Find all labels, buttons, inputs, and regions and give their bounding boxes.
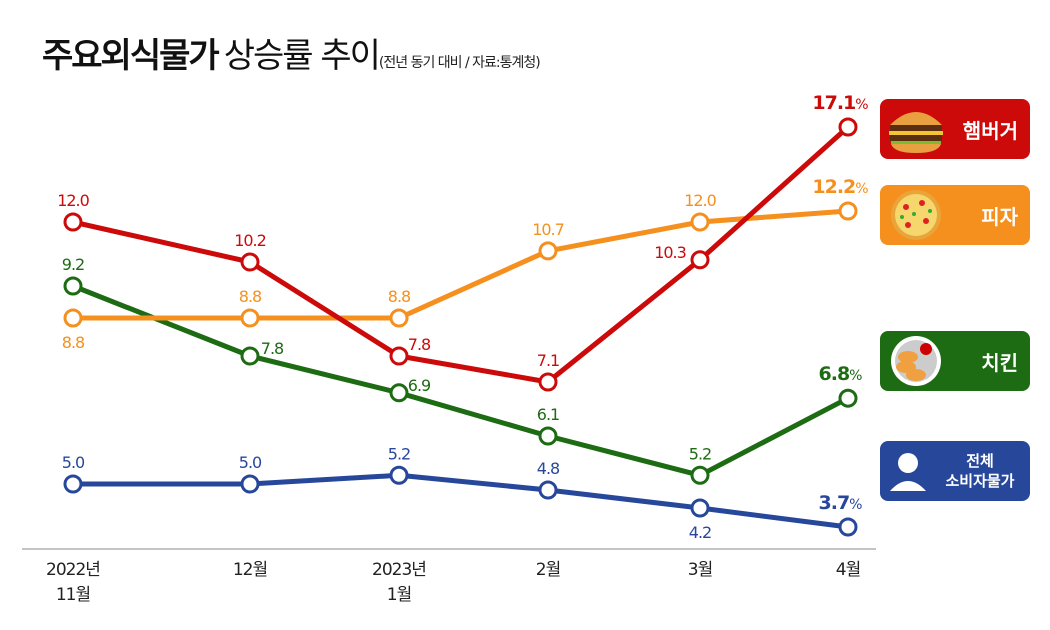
data-point: [240, 346, 260, 366]
data-point: [538, 241, 558, 261]
data-label: 5.2: [388, 444, 410, 463]
legend-label: 치킨: [981, 350, 1018, 375]
data-label: 12.0: [684, 191, 716, 210]
data-point: [63, 474, 83, 494]
title-sub: (전년 동기 대비 / 자료:통계청): [378, 55, 541, 71]
data-label: 12.2%: [812, 176, 868, 198]
data-label: 6.1: [537, 405, 559, 424]
data-label: 8.8: [239, 287, 262, 306]
x-tick-label: 12월: [233, 560, 267, 580]
data-point: [240, 252, 260, 272]
data-point: [389, 465, 409, 485]
data-point: [690, 498, 710, 518]
legend-label-line: 전체: [966, 452, 994, 470]
x-tick-label: 2023년: [372, 560, 426, 580]
title-regular: 상승률 추이: [223, 36, 381, 76]
series-line: [73, 208, 849, 321]
legend-label: 전체 소비자물가: [945, 451, 1014, 491]
person-icon: [890, 453, 926, 491]
data-label: 12.0: [57, 191, 89, 210]
legend-pizza: 피자: [872, 185, 1030, 245]
chicken-icon: [891, 336, 941, 386]
data-point: [240, 474, 260, 494]
chart-title: 주요외식물가 상승률 추이(전년 동기 대비 / 자료:통계청): [42, 28, 541, 77]
data-point: [838, 517, 858, 537]
data-point: [538, 372, 558, 392]
data-point: [690, 465, 710, 485]
data-label: 10.3: [654, 243, 686, 262]
data-label: 5.2: [689, 444, 711, 463]
data-label: 7.8: [261, 339, 284, 358]
title-bold: 주요외식물가: [42, 36, 220, 76]
data-point: [389, 346, 409, 366]
data-label: 4.8: [537, 459, 560, 478]
data-point: [838, 117, 858, 137]
data-point: [838, 388, 858, 408]
legend-chicken: 치킨: [872, 331, 1030, 391]
data-label: 5.0: [239, 453, 262, 472]
data-point: [63, 308, 83, 328]
data-point: [690, 250, 710, 270]
series-line: [72, 283, 850, 478]
data-point: [240, 308, 260, 328]
legend-hamburger: 햄버거: [872, 99, 1030, 159]
data-label: 7.1: [537, 351, 559, 370]
data-point: [538, 426, 558, 446]
data-label: 4.2: [689, 523, 711, 542]
data-point: [389, 308, 409, 328]
data-point: [690, 212, 710, 232]
data-label: 9.2: [62, 255, 84, 274]
data-label: 10.2: [234, 231, 266, 250]
legend-label: 피자: [981, 204, 1018, 229]
legend-label-line: 소비자물가: [945, 472, 1015, 490]
x-tick-label: 2022년: [46, 560, 100, 580]
series-line: [72, 125, 850, 385]
x-tick-label: 1월: [387, 585, 411, 605]
data-point: [389, 383, 409, 403]
data-label: 8.8: [388, 287, 411, 306]
x-tick-label: 11월: [56, 585, 90, 605]
x-tick-label: 4월: [836, 560, 860, 580]
data-point: [838, 201, 858, 221]
hamburger-icon: [889, 112, 943, 153]
data-label: 8.8: [62, 333, 85, 352]
data-label: 10.7: [532, 220, 564, 239]
data-label: 3.7%: [819, 492, 863, 514]
data-label: 6.9: [408, 376, 431, 395]
x-tick-label: 3월: [688, 560, 712, 580]
data-label: 17.1%: [812, 92, 868, 114]
legend-cpi: 전체 소비자물가: [872, 441, 1030, 501]
data-label: 7.8: [408, 335, 431, 354]
data-point: [538, 480, 558, 500]
pizza-icon: [891, 190, 941, 240]
data-label: 6.8%: [819, 363, 863, 385]
data-point: [63, 276, 83, 296]
series-line: [73, 472, 849, 530]
x-tick-label: 2월: [536, 560, 560, 580]
data-label: 5.0: [62, 453, 85, 472]
data-point: [63, 212, 83, 232]
legend-label: 햄버거: [962, 118, 1018, 143]
